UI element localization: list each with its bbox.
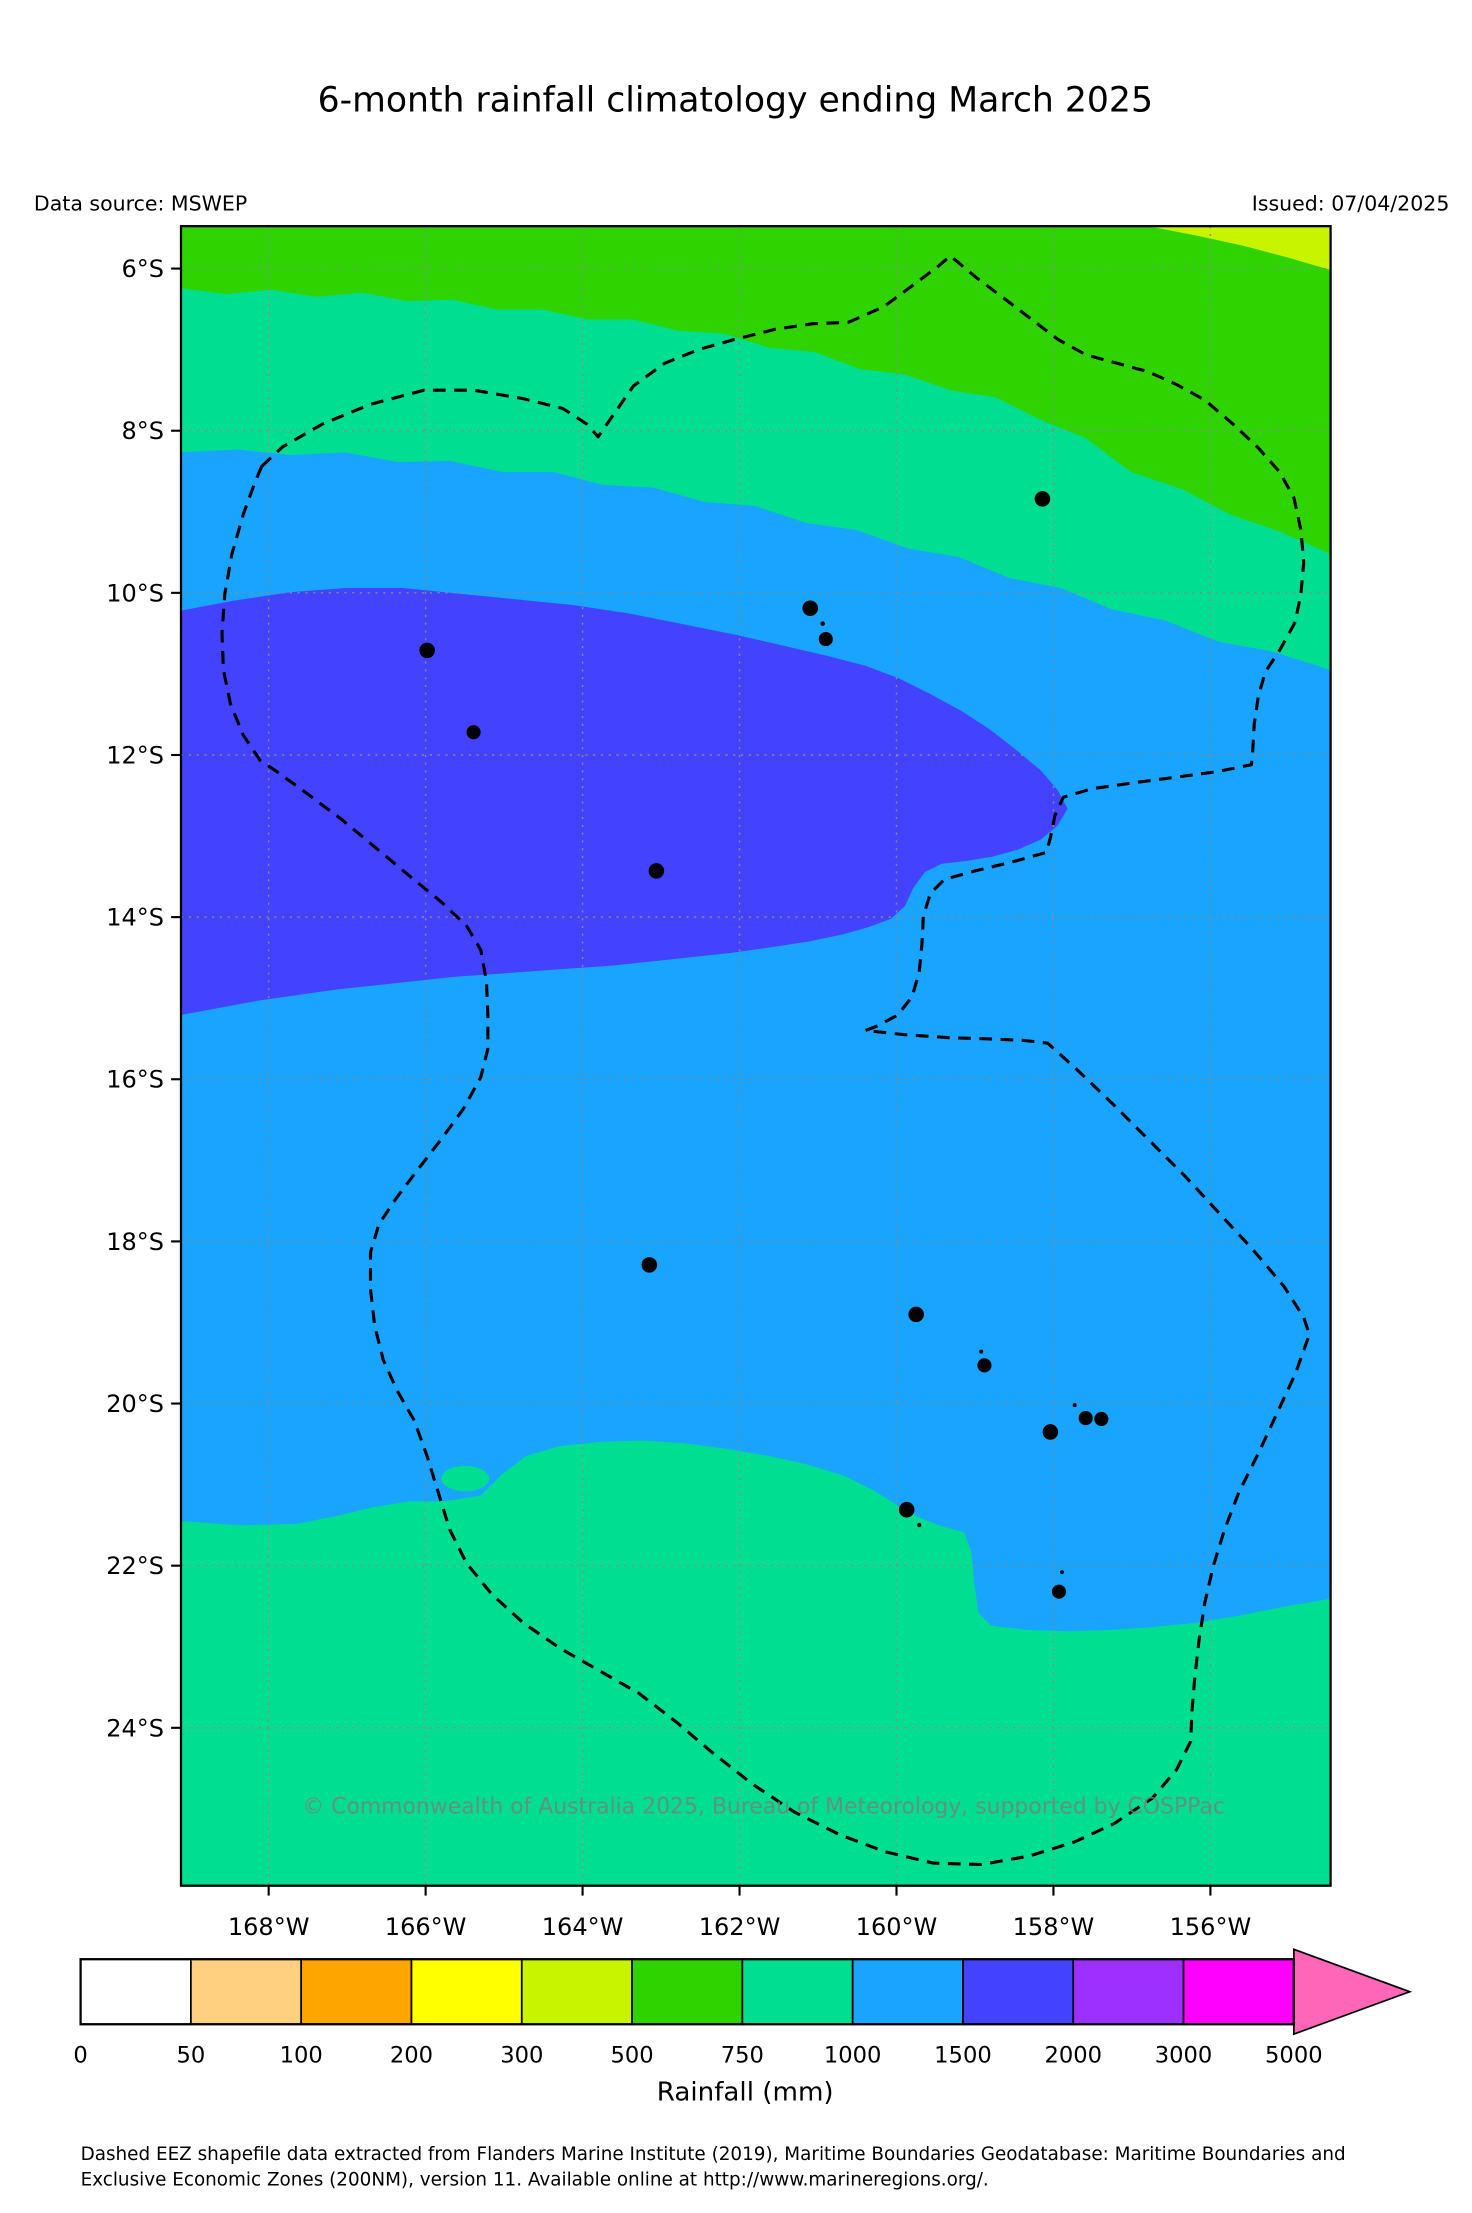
rain-zone-500-750-north [180,226,1331,555]
island-marker [1034,491,1051,507]
lat-tick-label: 14°S [106,904,164,932]
latitude-axis: 6°S 8°S 10°S 12°S 14°S 16°S 18°S 20°S 22°S 24°S [106,255,181,1742]
colorbar-cell-2000-3000 [1072,1958,1185,2026]
colorbar-tick-label: 1000 [824,2042,882,2068]
figure-title: 6-month rainfall climatology ending Marc… [318,81,1153,121]
colorbar-cell-50-100 [190,1958,303,2026]
lat-tick-label: 12°S [106,741,164,769]
rain-zone-750-1000-south [180,1440,1331,1886]
colorbar-tick-label: 100 [280,2042,323,2068]
map-border [179,225,1332,1887]
longitude-axis: 168°W 166°W 164°W 162°W 160°W 158°W 156°W [228,1885,1252,1941]
colorbar-tick-label: 1500 [934,2042,992,2068]
lon-tick-label: 168°W [228,1913,310,1941]
island-marker [977,1358,992,1373]
lat-tick-label: 10°S [106,579,164,607]
colorbar-cell-200-300 [410,1958,523,2026]
rain-zone-300-500-northeast [1148,226,1331,270]
island-marker [908,1306,924,1323]
lat-tick-label: 16°S [106,1066,164,1094]
rainfall-colorbar: 0 50 100 200 300 500 750 1000 1500 2000 3000 5000 [73,1948,1413,2068]
map-canvas: © Commonwealth of Australia 2025, Bureau… [180,226,1331,1886]
colorbar-cell-500-750 [631,1958,744,2026]
lat-tick-label: 6°S [121,255,164,283]
lon-tick-label: 160°W [856,1913,938,1941]
island-marker [641,1257,658,1273]
colorbar-cell-1000-1500 [851,1958,964,2026]
lon-tick-label: 158°W [1013,1913,1095,1941]
island-marker [818,632,833,647]
colorbar-cell-300-500 [520,1958,633,2026]
island-marker [1094,1411,1109,1427]
colorbar-frame [79,1958,1295,2026]
island-marker [466,725,481,740]
rain-zone-1500-2000-central [180,588,1068,1015]
island-markers [419,491,1109,1599]
colorbar-tick-label: 300 [500,2042,543,2068]
colorbar-title: Rainfall (mm) [657,2078,834,2108]
island-marker [1042,1424,1059,1440]
colorbar-tick-label: 200 [390,2042,433,2068]
map-gridlines [180,226,1331,1886]
island-marker [419,642,435,659]
colorbar-tick-label: 3000 [1155,2042,1213,2068]
colorbar-tick-label: 5000 [1265,2042,1323,2068]
colorbar-tick-label: 750 [721,2042,764,2068]
island-marker [1051,1584,1067,1599]
map-panel: © Commonwealth of Australia 2025, Bureau… [106,225,1332,1941]
footer-attribution-line2: Exclusive Economic Zones (200NM), versio… [81,2169,989,2190]
lon-tick-label: 166°W [385,1913,467,1941]
footer-attribution-line1: Dashed EEZ shapefile data extracted from… [81,2144,1346,2165]
lat-tick-label: 24°S [106,1714,164,1742]
island-marker [1072,1403,1077,1408]
lat-tick-label: 20°S [106,1390,164,1418]
colorbar-cell-3000-5000 [1182,1958,1295,2026]
issued-label: Issued: 07/04/2025 [1252,192,1450,216]
data-source-label: Data source: MSWEP [34,192,247,216]
copyright-watermark: © Commonwealth of Australia 2025, Bureau… [302,1795,1225,1820]
lon-tick-label: 164°W [542,1913,624,1941]
colorbar-cell-750-1000 [741,1958,854,2026]
lon-tick-label: 162°W [699,1913,781,1941]
lat-tick-label: 8°S [121,417,164,445]
island-marker [979,1349,984,1354]
island-marker [648,863,665,879]
island-marker [1078,1411,1093,1426]
eez-boundary [220,254,1311,1867]
colorbar-tick-label: 0 [73,2042,87,2068]
colorbar-cell-100-200 [300,1958,413,2026]
island-marker [898,1501,915,1518]
lat-tick-label: 18°S [106,1228,164,1256]
island-marker [820,621,825,626]
lon-tick-label: 156°W [1170,1913,1252,1941]
colorbar-tick-label: 500 [610,2042,653,2068]
colorbar-cell-1500-2000 [962,1958,1075,2026]
island-marker [802,600,819,617]
lat-tick-label: 22°S [106,1552,164,1580]
island-marker [1060,1570,1065,1575]
rain-islet-patch [441,1465,490,1492]
colorbar-tick-label: 50 [177,2042,206,2068]
island-marker [917,1522,922,1528]
colorbar-cell-0-50 [79,1958,192,2026]
colorbar-tick-label: 2000 [1044,2042,1102,2068]
